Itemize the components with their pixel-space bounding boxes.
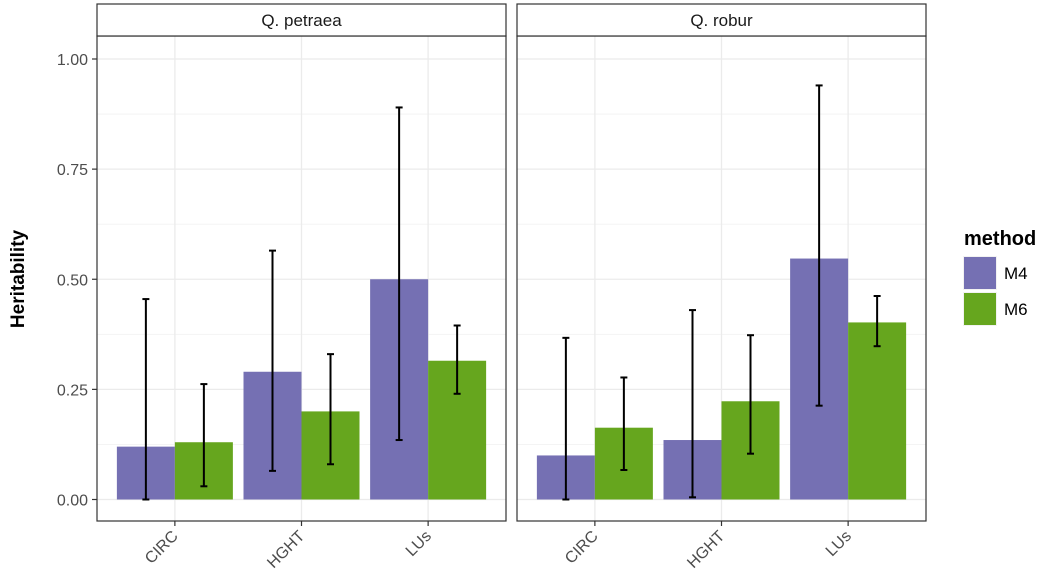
legend-label: M4 bbox=[1004, 264, 1028, 283]
facet-strip bbox=[96, 3, 507, 37]
facet-label: Q. robur bbox=[690, 11, 753, 30]
y-tick-label: 1.00 bbox=[57, 52, 88, 69]
bar-m6 bbox=[848, 322, 907, 500]
x-tick-label: LUs bbox=[403, 528, 435, 560]
legend-label: M6 bbox=[1004, 300, 1028, 319]
x-tick-label: CIRC bbox=[142, 528, 182, 568]
facet-strip bbox=[516, 3, 927, 37]
legend-key-m6 bbox=[964, 293, 996, 325]
y-axis-title: Heritability bbox=[8, 229, 29, 328]
y-tick-label: 0.00 bbox=[57, 493, 88, 510]
x-tick-label: CIRC bbox=[562, 528, 602, 568]
y-tick-label: 0.25 bbox=[57, 382, 88, 399]
facet-label: Q. petraea bbox=[261, 11, 342, 30]
x-tick-label: LUs bbox=[823, 528, 855, 560]
y-tick-label: 0.75 bbox=[57, 162, 88, 179]
legend-key-m4 bbox=[964, 257, 996, 289]
y-tick-label: 0.50 bbox=[57, 272, 88, 289]
legend-title: method bbox=[964, 228, 1036, 250]
x-tick-label: HGHT bbox=[264, 528, 308, 572]
x-tick-label: HGHT bbox=[684, 528, 728, 572]
